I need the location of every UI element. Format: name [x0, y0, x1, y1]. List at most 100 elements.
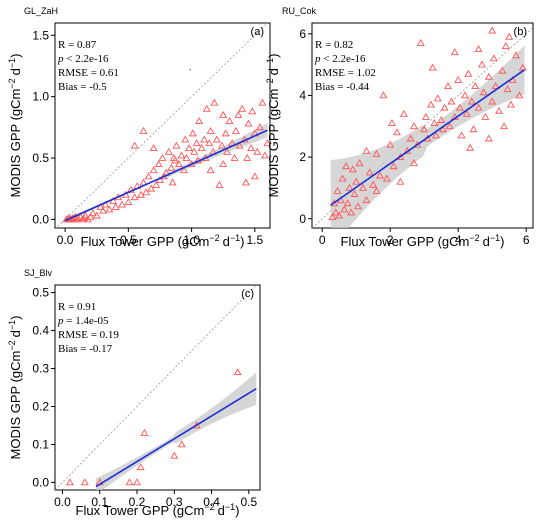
- x-axis-label-part-2: d: [223, 234, 230, 249]
- x-axis-label-part-4: ): [500, 234, 504, 249]
- data-point-95: [169, 153, 178, 161]
- data-point-84: [466, 143, 475, 151]
- x-axis-label-part-1: −2: [209, 233, 219, 243]
- data-point-41: [433, 94, 442, 102]
- regression-line: [95, 387, 257, 488]
- stat-rmse: RMSE = 0.61: [58, 67, 119, 79]
- one-to-one-line: [55, 285, 257, 490]
- data-point-68: [501, 42, 510, 49]
- stats-block: R = 0.91 p = 1.4e-05 RMSE = 0.19 Bias = -0.…: [57, 301, 119, 355]
- stat-r: R = 0.82: [315, 39, 353, 51]
- panel-sj-blv: SJ_Blv 0.0 0.1 0.2 0.3 0.4 0.5 0.0 0.1 0.2 0.3 0.4 0…: [7, 268, 261, 518]
- data-point-71: [219, 160, 228, 168]
- x-tick-label: 0.3: [166, 495, 183, 509]
- data-point-16: [355, 159, 364, 167]
- site-label: SJ_Blv: [24, 268, 53, 278]
- data-point-79: [235, 141, 244, 149]
- y-axis-label-part-4: ): [8, 316, 23, 320]
- data-point-4: [335, 211, 344, 219]
- data-point-36: [421, 112, 430, 120]
- data-point-98: [241, 178, 250, 186]
- data-point-5: [136, 463, 145, 471]
- data-point-67: [498, 66, 507, 74]
- x-axis-label-part-0: Flux Tower GPP (gCm: [341, 234, 470, 249]
- data-point-65: [491, 82, 500, 90]
- regression-line: [330, 69, 525, 206]
- y-axis-label: MODIS GPP (gCm−2 d−1): [7, 316, 23, 460]
- data-point-17: [359, 183, 367, 191]
- x-tick-label: 0: [319, 233, 326, 247]
- data-point-64: [489, 54, 498, 62]
- data-point-34: [416, 38, 425, 46]
- data-point-19: [365, 168, 374, 176]
- data-point-17: [92, 211, 101, 219]
- y-tick-label: 2: [299, 150, 306, 164]
- plot-area: [55, 285, 257, 490]
- data-point-29: [399, 109, 408, 117]
- data-point-10: [76, 212, 85, 220]
- data-point-56: [469, 125, 478, 133]
- data-point-10: [345, 183, 354, 191]
- data-point-53: [462, 109, 471, 117]
- data-point-20: [101, 200, 110, 208]
- data-point-63: [488, 97, 497, 105]
- data-point-56: [190, 147, 199, 155]
- y-axis-label-part-4: ): [266, 54, 281, 58]
- data-point-73: [512, 51, 520, 59]
- x-axis-label-part-3: −1: [230, 233, 240, 243]
- y-axis-label-part-2: d: [8, 68, 23, 75]
- data-point-10: [233, 368, 242, 376]
- data-point-48: [174, 160, 183, 168]
- data-point-76: [230, 153, 239, 161]
- data-point-88: [255, 123, 264, 131]
- x-tick-label: 0.4: [203, 495, 220, 509]
- data-point-50: [455, 103, 464, 111]
- data-point-39: [430, 119, 439, 127]
- data-point-27: [124, 198, 133, 206]
- one-to-one-line: [312, 27, 533, 228]
- x-axis-label-part-3: −1: [225, 502, 235, 512]
- plot-frame: [54, 22, 271, 229]
- stats-block: R = 0.87 p < 2.2e-16 RMSE = 0.61 Bias = -0.…: [57, 39, 119, 93]
- data-point-89: [258, 98, 267, 106]
- y-tick-label: 1.0: [32, 90, 49, 104]
- y-tick-label: 0.4: [32, 324, 49, 338]
- data-point-31: [406, 134, 415, 142]
- y-tick-label: 0.2: [32, 399, 49, 413]
- y-tick-label: 4: [299, 88, 306, 102]
- data-point-13: [81, 211, 90, 219]
- data-point-49: [177, 151, 186, 159]
- data-point-47: [447, 97, 456, 105]
- stat-p-value: = 1.4e-05: [64, 315, 109, 327]
- data-point-83: [428, 63, 437, 71]
- stat-p-symbol: p: [314, 53, 321, 65]
- data-point-9: [343, 199, 352, 207]
- data-point-79: [362, 146, 371, 154]
- data-point-63: [202, 104, 211, 112]
- plot-frame: [54, 284, 261, 491]
- data-point-6: [140, 428, 149, 436]
- x-tick-label: 1.0: [183, 233, 200, 247]
- outlier-point-0: [189, 69, 191, 71]
- data-point-47: [172, 141, 181, 149]
- data-point-43: [164, 147, 173, 155]
- data-point-90: [260, 151, 269, 159]
- x-axis-label-part-2: d: [483, 234, 490, 249]
- stat-bias: Bias = -0.44: [315, 81, 370, 93]
- data-point-91: [263, 139, 270, 147]
- data-point-43: [438, 125, 447, 133]
- data-point-7: [170, 451, 179, 459]
- data-point-85: [484, 134, 493, 142]
- y-axis-label-part-3: −1: [7, 320, 17, 330]
- data-point-21: [372, 149, 381, 157]
- data-point-40: [432, 131, 441, 139]
- y-tick-label: 0.0: [32, 475, 49, 489]
- data-point-69: [503, 85, 512, 93]
- data-point-54: [464, 69, 473, 77]
- y-axis-label-part-0: MODIS GPP (gCm: [266, 89, 281, 198]
- x-tick-label: 0.5: [240, 495, 257, 509]
- data-point-7: [340, 205, 349, 213]
- x-tick-label: 2: [387, 233, 394, 247]
- stat-p-value: < 2.2e-16: [64, 53, 109, 65]
